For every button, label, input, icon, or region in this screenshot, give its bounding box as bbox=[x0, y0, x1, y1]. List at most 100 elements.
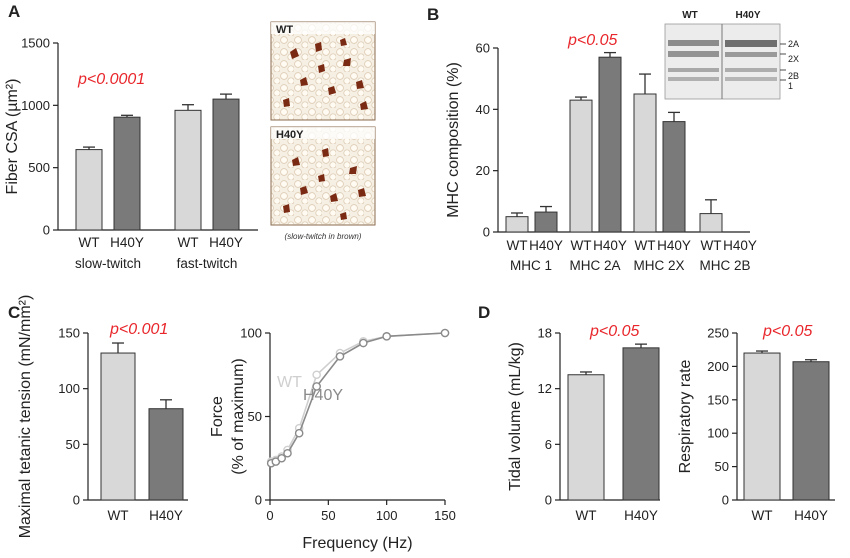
d1-y-tick-label: 0 bbox=[545, 493, 552, 508]
c2-series-line-h40y bbox=[270, 332, 446, 465]
b-category-label: WT bbox=[635, 238, 656, 253]
a-category-label: H40Y bbox=[209, 235, 243, 250]
chart-fiber-csa: 0 500 1000 1500 Fiber CSA (µm²) WT H40Y slow-tw… bbox=[4, 36, 258, 271]
c2-y-axis-label: Force bbox=[209, 396, 226, 437]
a-y-axis-label: Fiber CSA (µm²) bbox=[4, 79, 21, 195]
b-group-label: MHC 1 bbox=[510, 258, 552, 273]
d2-y-tick-label: 100 bbox=[707, 426, 729, 441]
c1-bar-h40y bbox=[148, 408, 184, 501]
d2-y-tick-label: 250 bbox=[707, 326, 729, 341]
c2-point-h40y bbox=[440, 328, 450, 338]
c1-y-tick-label: 50 bbox=[66, 437, 80, 452]
c2-series-line-wt bbox=[270, 332, 446, 463]
panel-letter-a: A bbox=[8, 2, 20, 21]
b-y-axis-label: MHC composition (%) bbox=[445, 62, 462, 218]
d1-y-tick-label: 18 bbox=[538, 326, 552, 341]
b-category-label: H40Y bbox=[529, 238, 563, 253]
chart-tetanic-tension: 0 50 100 150 Maximal tetanic tension (mN/mm²… bbox=[17, 295, 188, 539]
d1-y-tick-label: 6 bbox=[545, 437, 552, 452]
panel-letter-b: B bbox=[427, 5, 439, 24]
c2-x-tick-label: 50 bbox=[321, 508, 335, 523]
d1-bar-wt bbox=[567, 374, 605, 501]
chart-tidal-volume: 0 6 12 18 Tidal volume (mL/kg) WT H40Y bbox=[507, 326, 660, 523]
c1-y-tick-label: 100 bbox=[58, 381, 80, 396]
a-category-label: WT bbox=[79, 235, 100, 250]
gel-band-2a: 2A bbox=[788, 39, 799, 49]
histology-caption: (slow-twitch in brown) bbox=[285, 232, 362, 241]
gel-image: WT H40Y 2A 2X 2B 1 bbox=[664, 10, 799, 100]
b-bar-h40y bbox=[662, 121, 686, 233]
b-bar-wt bbox=[633, 93, 657, 233]
pvalue-b: p<0.05 bbox=[567, 32, 617, 49]
c2-point-h40y bbox=[277, 453, 286, 463]
c2-x-tick-label: 100 bbox=[376, 508, 398, 523]
a-category-label: H40Y bbox=[110, 235, 144, 250]
c1-category-label: H40Y bbox=[149, 508, 183, 523]
gel-band-2b: 2B bbox=[788, 71, 799, 81]
b-bar-wt bbox=[505, 216, 529, 233]
c2-point-h40y bbox=[382, 332, 391, 341]
b-category-label: WT bbox=[507, 238, 528, 253]
c2-point-h40y bbox=[335, 352, 345, 361]
d2-bar-wt bbox=[743, 352, 781, 501]
c1-y-tick-label: 0 bbox=[73, 493, 80, 508]
a-bar-wt bbox=[75, 149, 103, 231]
histology-h40y-image: H40Y bbox=[270, 126, 376, 226]
gel-label-wt: WT bbox=[682, 10, 698, 21]
c1-y-axis-label: Maximal tetanic tension (mN/mm²) bbox=[17, 295, 34, 539]
c1-y-tick-label: 150 bbox=[58, 326, 80, 341]
b-group-label: MHC 2A bbox=[569, 258, 620, 273]
d2-y-tick-label: 50 bbox=[715, 459, 729, 474]
b-category-label: H40Y bbox=[657, 238, 691, 253]
c2-x-axis-label: Frequency (Hz) bbox=[302, 535, 412, 552]
c2-y-tick-label: 50 bbox=[248, 409, 262, 424]
gel-band-2x: 2X bbox=[788, 54, 799, 64]
b-y-tick-label: 60 bbox=[476, 41, 490, 56]
c2-y-axis-label-unit: (% of maximum) bbox=[230, 358, 247, 474]
d2-category-label: WT bbox=[752, 508, 773, 523]
b-group-label: MHC 2B bbox=[699, 258, 750, 273]
d2-y-tick-label: 200 bbox=[707, 359, 729, 374]
d1-y-axis-label: Tidal volume (mL/kg) bbox=[507, 342, 524, 491]
c2-point-h40y bbox=[283, 448, 292, 458]
chart-respiratory-rate: 0 50 100 150 200 250 Respiratory rate WT H40Y bbox=[677, 326, 835, 523]
b-category-label: H40Y bbox=[593, 238, 627, 253]
c2-point-h40y bbox=[312, 382, 321, 391]
pvalue-d-right: p<0.05 bbox=[762, 323, 812, 340]
c2-x-tick-label: 150 bbox=[434, 508, 456, 523]
pvalue-a: p<0.0001 bbox=[77, 71, 145, 88]
d1-category-label: H40Y bbox=[624, 508, 658, 523]
c2-series-label-h40y: H40Y bbox=[303, 387, 343, 404]
d1-y-tick-label: 12 bbox=[538, 381, 552, 396]
pvalue-d-left: p<0.05 bbox=[589, 323, 639, 340]
histology-wt-image: WT bbox=[270, 21, 376, 121]
d2-category-label: H40Y bbox=[794, 508, 828, 523]
d1-category-label: WT bbox=[576, 508, 597, 523]
c2-point-h40y bbox=[294, 428, 304, 438]
a-bar-h40y bbox=[212, 98, 240, 231]
d2-y-tick-label: 0 bbox=[722, 493, 729, 508]
c1-category-label: WT bbox=[108, 508, 129, 523]
gel-band-1: 1 bbox=[788, 81, 793, 91]
a-bar-wt bbox=[174, 109, 202, 231]
b-bar-h40y bbox=[534, 211, 558, 233]
a-bar-h40y bbox=[113, 116, 141, 231]
histology-wt-label: WT bbox=[276, 24, 293, 36]
c2-point-h40y bbox=[359, 338, 368, 348]
b-bar-wt bbox=[569, 99, 593, 233]
d1-bar-h40y bbox=[622, 347, 660, 501]
a-y-tick-label: 500 bbox=[28, 160, 50, 175]
b-category-label: WT bbox=[701, 238, 722, 253]
panel-letter-d: D bbox=[478, 303, 490, 322]
a-group-label: slow-twitch bbox=[75, 256, 141, 271]
gel-label-h40y: H40Y bbox=[735, 10, 760, 21]
pvalue-c: p<0.001 bbox=[109, 321, 168, 338]
c2-x-tick-label: 0 bbox=[266, 508, 273, 523]
panel-letter-c: C bbox=[8, 303, 20, 322]
c2-y-tick-label: 0 bbox=[255, 493, 262, 508]
b-category-label: H40Y bbox=[723, 238, 757, 253]
histology-h40y-label: H40Y bbox=[276, 129, 304, 141]
b-y-tick-label: 40 bbox=[476, 102, 490, 117]
